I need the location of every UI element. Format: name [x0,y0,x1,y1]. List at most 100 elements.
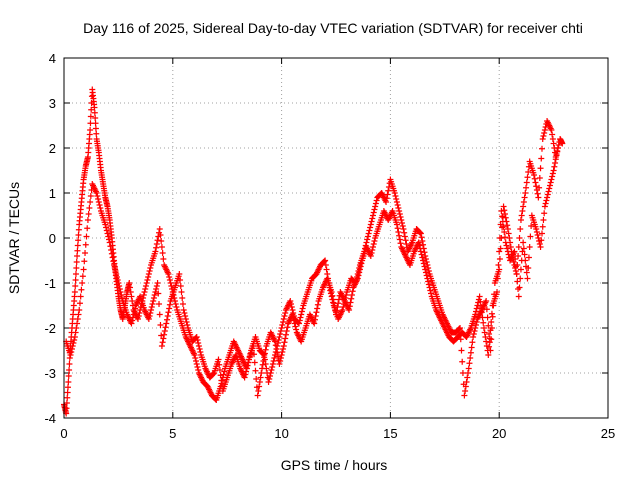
data-point-interp [243,365,250,372]
data-point-interp [366,227,373,234]
data-point-interp [196,346,203,352]
data-point-interp [128,293,135,300]
data-point-interp [290,314,297,321]
data-point-interp [396,211,403,217]
data-point-interp [155,290,162,297]
data-point [276,361,283,367]
data-point [415,239,422,246]
data-point-interp [471,328,478,334]
data-point-interp [459,370,466,376]
data-point-interp [540,217,547,223]
data-point-interp [488,310,495,317]
data-point-interp [161,331,168,338]
data-point-interp [525,169,532,175]
data-point-interp [79,273,86,280]
data-point-interp [87,199,94,205]
data-point-interp [417,248,424,255]
data-point-interp [472,308,479,315]
data-point-interp [539,223,546,230]
data-point-interp [521,194,528,201]
data-point-interp [368,250,375,256]
data-point-interp [516,235,523,241]
data-point-interp [536,175,543,181]
data-point-interp [512,256,519,262]
data-point-interp [217,372,224,379]
data-point-interp [117,289,124,295]
data-point-interp [497,245,504,252]
data-point-interp [501,229,508,235]
data-point-interp [146,268,153,274]
data-point-interp [260,358,267,364]
data-point-interp [541,210,548,217]
data-series [63,145,561,399]
data-point [524,275,531,282]
data-point-interp [145,274,152,280]
data-point [483,298,490,304]
data-point-interp [534,232,541,238]
data-point-interp [514,278,521,285]
data-point [367,253,374,259]
data-point [500,203,507,210]
data-point-interp [95,196,102,202]
x-tick-label: 15 [383,426,397,441]
data-point-interp [73,265,80,271]
data-point-interp [145,271,152,277]
data-point [156,226,163,232]
data-point-interp [72,329,79,336]
data-point-interp [72,277,79,283]
data-point-interp [163,316,170,323]
y-tick-label: -4 [44,411,56,426]
data-point-interp [484,347,491,354]
data-point-interp [273,346,280,352]
data-point-interp [178,289,185,295]
data-point-interp [480,319,487,326]
data-point [522,190,529,196]
data-point-interp [68,349,75,355]
data-point-interp [118,292,125,298]
data-point [87,127,94,133]
data-point-interp [136,310,143,316]
data-point-interp [523,179,530,186]
data-point [106,239,113,246]
data-point-interp [127,284,134,291]
data-point-interp [333,307,340,314]
data-point-interp [277,331,284,337]
data-point [502,239,509,246]
data-point-interp [540,133,547,139]
data-point-interp [423,272,430,279]
data-point-interp [420,260,427,267]
data-point [143,280,150,286]
data-point-interp [75,226,82,233]
data-point-interp [85,211,92,217]
data-point [180,307,187,313]
data-point-interp [541,127,548,133]
data-point [480,325,487,331]
data-point-interp [417,229,424,236]
data-point-interp [161,328,168,334]
data-point-interp [179,301,186,307]
data-point-interp [515,244,522,250]
data-point [391,190,398,196]
data-point-interp [521,251,528,258]
data-point-interp [357,263,364,270]
data-point-interp [168,283,175,289]
data-point-interp [86,205,93,211]
data-point-interp [183,319,190,325]
x-tick-label: 25 [601,426,615,441]
data-point [365,230,372,237]
data-point [254,392,261,399]
data-point-interp [520,203,527,210]
data-point-interp [552,156,559,163]
data-point [472,311,479,318]
data-point-interp [148,304,155,310]
data-point-interp [256,379,263,385]
data-point [272,338,279,345]
y-tick-label: -2 [44,321,56,336]
data-point-interp [532,179,539,186]
grid [64,58,608,418]
data-point [520,239,527,246]
data-point-interp [371,206,378,213]
data-point [145,316,152,322]
data-point-interp [197,349,204,355]
data-point-interp [109,254,116,261]
